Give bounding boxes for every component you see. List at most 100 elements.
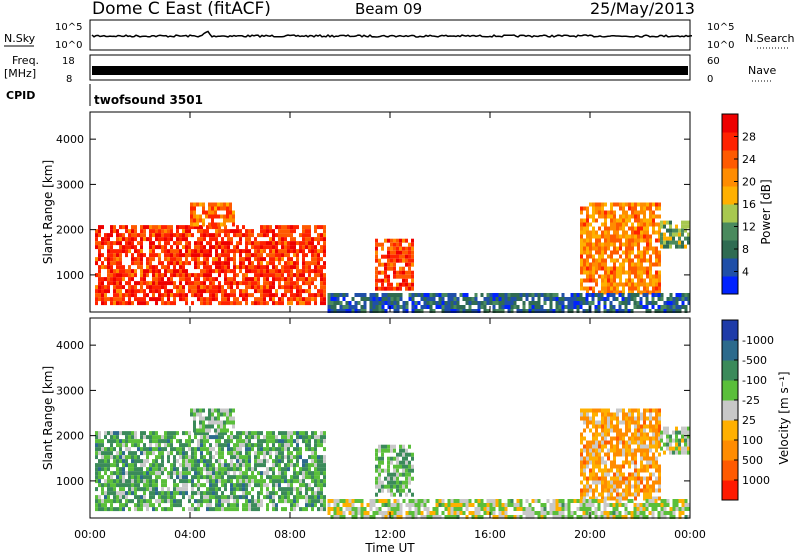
echo-cell — [214, 420, 217, 425]
echo-cell — [405, 282, 408, 287]
echo-cell — [474, 301, 478, 305]
echo-cell — [113, 487, 116, 492]
echo-cell — [161, 483, 164, 488]
echo-cell — [206, 495, 209, 500]
echo-cell — [645, 309, 649, 313]
echo-cell — [203, 443, 206, 448]
echo-cell — [610, 476, 613, 481]
echo-cell — [381, 484, 384, 489]
echo-cell — [199, 202, 202, 207]
echo-cell — [209, 471, 212, 476]
echo-cell — [622, 218, 625, 223]
echo-cell — [465, 297, 469, 301]
echo-cell — [128, 269, 131, 274]
echo-cell — [158, 443, 161, 448]
echo-cell — [658, 496, 661, 501]
echo-cell — [519, 507, 523, 511]
echo-cell — [296, 261, 299, 266]
echo-cell — [113, 459, 116, 464]
echo-cell — [628, 408, 631, 413]
echo-cell — [211, 206, 214, 211]
echo-cell — [432, 515, 436, 519]
echo-cell — [116, 241, 119, 246]
echo-cell — [609, 309, 613, 313]
echo-cell — [305, 467, 308, 472]
echo-cell — [119, 265, 122, 270]
echo-cell — [546, 297, 550, 301]
echo-cell — [149, 483, 152, 488]
echo-cell — [308, 245, 311, 250]
echo-cell — [586, 270, 589, 275]
echo-cell — [161, 455, 164, 460]
echo-cell — [311, 237, 314, 242]
echo-cell — [158, 273, 161, 278]
echo-cell — [236, 431, 239, 436]
echo-cell — [194, 281, 197, 286]
echo-cell — [212, 495, 215, 500]
echo-cell — [663, 240, 666, 245]
echo-cell — [583, 258, 586, 263]
echo-cell — [580, 416, 583, 421]
echo-cell — [592, 214, 595, 219]
echo-cell — [284, 253, 287, 258]
echo-cell — [435, 507, 439, 511]
echo-cell — [637, 290, 640, 295]
echo-cell — [408, 515, 412, 519]
echo-cell — [411, 301, 415, 305]
echo-cell — [592, 420, 595, 425]
echo-cell — [330, 309, 334, 313]
echo-cell — [305, 491, 308, 496]
echo-cell — [242, 459, 245, 464]
echo-cell — [296, 241, 299, 246]
echo-cell — [657, 503, 661, 507]
echo-cell — [308, 273, 311, 278]
echo-cell — [140, 471, 143, 476]
velocity-colorbar-label: Velocity [m s⁻¹] — [777, 371, 791, 464]
echo-cell — [233, 253, 236, 258]
echo-cell — [411, 503, 415, 507]
echo-cell — [607, 226, 610, 231]
echo-cell — [197, 479, 200, 484]
echo-cell — [607, 238, 610, 243]
echo-cell — [317, 265, 320, 270]
echo-cell — [167, 451, 170, 456]
echo-cell — [586, 408, 589, 413]
colorbar-tick-label: 8 — [742, 243, 749, 256]
echo-cell — [613, 222, 616, 227]
echo-cell — [405, 305, 409, 309]
echo-cell — [95, 289, 98, 294]
echo-cell — [655, 214, 658, 219]
echo-cell — [607, 432, 610, 437]
echo-cell — [607, 428, 610, 433]
echo-cell — [333, 309, 337, 313]
echo-cell — [604, 440, 607, 445]
echo-cell — [284, 265, 287, 270]
echo-cell — [432, 293, 436, 297]
echo-cell — [652, 290, 655, 295]
echo-cell — [675, 438, 678, 443]
echo-cell — [666, 240, 669, 245]
echo-cell — [314, 471, 317, 476]
echo-cell — [601, 436, 604, 441]
echo-cell — [209, 467, 212, 472]
echo-cell — [260, 459, 263, 464]
echo-cell — [230, 285, 233, 290]
nsky-tick-top: 10^5 — [55, 22, 82, 33]
echo-cell — [622, 412, 625, 417]
echo-cell — [583, 468, 586, 473]
echo-cell — [263, 297, 266, 302]
echo-cell — [592, 472, 595, 477]
echo-cell — [98, 233, 101, 238]
echo-cell — [122, 225, 125, 230]
echo-cell — [275, 479, 278, 484]
echo-cell — [580, 480, 583, 485]
echo-cell — [643, 464, 646, 469]
echo-cell — [260, 257, 263, 262]
echo-cell — [254, 237, 257, 242]
echo-cell — [140, 297, 143, 302]
echo-cell — [212, 225, 215, 230]
echo-cell — [372, 309, 376, 313]
echo-cell — [405, 460, 408, 465]
echo-cell — [188, 273, 191, 278]
